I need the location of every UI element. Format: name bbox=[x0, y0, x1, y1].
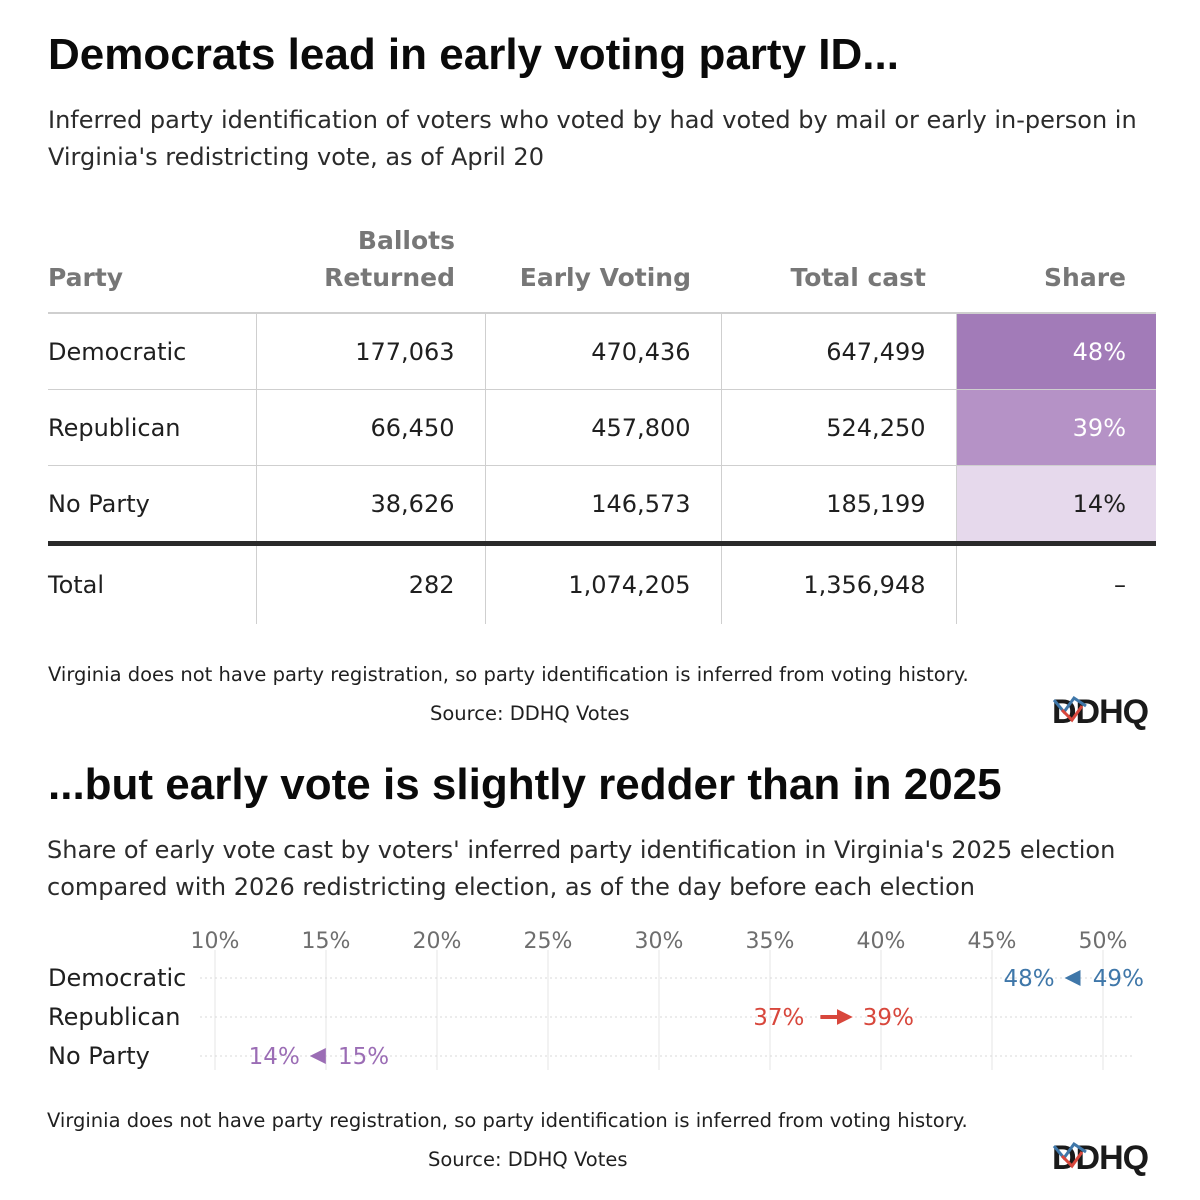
section2-note: Virginia does not have party registratio… bbox=[47, 1109, 968, 1132]
table-row: No Party 38,626 146,573 185,199 14% bbox=[48, 465, 1156, 546]
logo-text: DDHQ bbox=[1052, 1139, 1149, 1177]
section1-subtitle: Inferred party identification of voters … bbox=[48, 106, 1137, 171]
to-value-label: 14% bbox=[249, 1044, 300, 1070]
section2-source: Source: DDHQ Votes bbox=[428, 1148, 628, 1171]
row-label: No Party bbox=[48, 1042, 150, 1070]
row-labels: Democratic Republican No Party bbox=[48, 964, 186, 1070]
row-share: 14% bbox=[956, 465, 1156, 546]
x-tick-label: 30% bbox=[635, 929, 684, 954]
table-total-row: Total 282 1,074,205 1,356,948 – bbox=[48, 543, 1156, 624]
row-early-voting: 146,573 bbox=[485, 465, 722, 546]
x-tick-label: 15% bbox=[302, 929, 351, 954]
row-label: Republican bbox=[48, 1003, 181, 1031]
row-party: Republican bbox=[48, 389, 257, 466]
ddhq-logo-icon: DDHQ bbox=[1052, 1139, 1150, 1177]
row-early-voting: 457,800 bbox=[485, 389, 722, 466]
header-party: Party bbox=[48, 222, 256, 314]
to-value-label: 39% bbox=[863, 1005, 914, 1031]
x-tick-label: 25% bbox=[524, 929, 573, 954]
row-early-voting: 470,436 bbox=[485, 312, 722, 390]
x-tick-label: 35% bbox=[746, 929, 795, 954]
section2-title: ...but early vote is slightly redder tha… bbox=[48, 760, 1002, 809]
logo-text: DDHQ bbox=[1052, 693, 1149, 731]
total-ballots-returned: 282 bbox=[256, 543, 486, 624]
total-share: – bbox=[1114, 571, 1126, 599]
section2-subtitle: Share of early vote cast by voters' infe… bbox=[47, 836, 1116, 901]
row-total-cast: 647,499 bbox=[721, 312, 957, 390]
total-label: Total bbox=[48, 543, 257, 624]
arrow-chart: 10% 15% 20% 25% 30% 35% 40% 45% 50% Democratic Re… bbox=[48, 929, 1144, 1070]
row-party: Democratic bbox=[48, 312, 257, 390]
x-tick-label: 40% bbox=[857, 929, 906, 954]
section1-note: Virginia does not have party registratio… bbox=[48, 663, 969, 686]
section1-title: Democrats lead in early voting party ID.… bbox=[48, 30, 899, 79]
row-total-cast: 185,199 bbox=[721, 465, 957, 546]
row-ballots-returned: 38,626 bbox=[256, 465, 486, 546]
table-row: Republican 66,450 457,800 524,250 39% bbox=[48, 389, 1156, 466]
x-tick-label: 45% bbox=[968, 929, 1017, 954]
row-share: 39% bbox=[956, 389, 1156, 466]
from-value-label: 37% bbox=[753, 1005, 804, 1031]
x-tick-label: 50% bbox=[1079, 929, 1128, 954]
from-value-label: 15% bbox=[338, 1044, 389, 1070]
header-early-voting: Early Voting bbox=[485, 222, 721, 314]
row-share: 48% bbox=[956, 312, 1156, 390]
row-ballots-returned: 177,063 bbox=[256, 312, 486, 390]
table-header-row: Party Ballots Returned Early Voting Tota… bbox=[48, 222, 1156, 314]
header-total-cast: Total cast bbox=[721, 222, 956, 314]
table-row: Democratic 177,063 470,436 647,499 48% bbox=[48, 312, 1156, 390]
header-ballots-returned: Ballots Returned bbox=[256, 222, 485, 314]
x-tick-label: 10% bbox=[191, 929, 240, 954]
row-ballots-returned: 66,450 bbox=[256, 389, 486, 466]
row-party: No Party bbox=[48, 465, 257, 546]
row-label: Democratic bbox=[48, 964, 186, 992]
total-early-voting: 1,074,205 bbox=[485, 543, 722, 624]
arrow-marks: 49% 48% 37% 39% 15% 14% bbox=[249, 966, 1144, 1070]
total-total-cast: 1,356,948 bbox=[721, 543, 957, 624]
to-value-label: 48% bbox=[1003, 966, 1054, 992]
grid-lines bbox=[200, 950, 1135, 1070]
x-tick-label: 20% bbox=[413, 929, 462, 954]
header-share: Share bbox=[956, 222, 1156, 314]
row-total-cast: 524,250 bbox=[721, 389, 957, 466]
from-value-label: 49% bbox=[1093, 966, 1144, 992]
x-axis-ticks: 10% 15% 20% 25% 30% 35% 40% 45% 50% bbox=[191, 929, 1128, 954]
party-table: Party Ballots Returned Early Voting Tota… bbox=[48, 222, 1156, 624]
section1-source: Source: DDHQ Votes bbox=[430, 702, 630, 725]
ddhq-logo-icon: DDHQ bbox=[1052, 693, 1150, 731]
